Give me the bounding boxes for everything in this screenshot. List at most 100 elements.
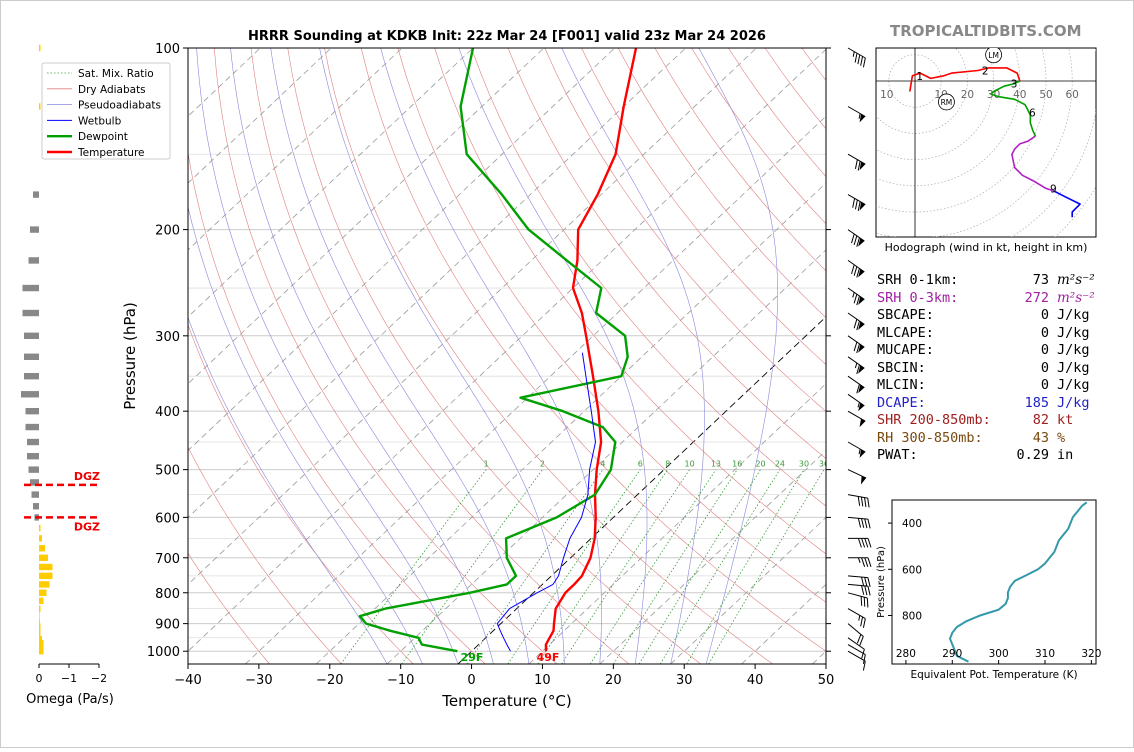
hodograph-ring-label: 10 [880,89,893,101]
omega-bar [39,535,42,541]
stat-row: SBCIN:0 J/kg [877,360,1095,378]
mixing-ratio-label: 4 [600,460,605,469]
stat-unit: J/kg [1057,325,1090,341]
omega-bar [33,191,39,197]
theta-e-y-tick-label: 400 [902,518,922,530]
stat-label: SRH 0-1km: [877,272,1012,290]
y-tick-label: 900 [155,618,180,633]
stat-value: 43 [1012,430,1049,448]
y-tick-label: 200 [155,224,180,239]
y-tick-label: 500 [155,464,180,479]
stat-label: MLCAPE: [877,325,1012,343]
x-tick-label: 50 [818,673,835,688]
omega-bar [30,226,39,232]
mixing-ratio-label: 24 [775,460,785,469]
surface-dewpoint-label: 29F [461,651,484,664]
theta-e-y-tick-label: 600 [902,564,922,576]
omega-bar [23,285,40,291]
stat-unit: J/kg [1057,360,1090,376]
skewt-y-axis-label: Pressure (hPa) [121,302,139,410]
omega-bar [26,408,40,414]
omega-bar [39,605,41,611]
x-tick-label: 20 [605,673,622,688]
stat-value: 0 [1012,325,1049,343]
stat-label: SRH 0-3km: [877,290,1012,308]
stat-value: 82 [1012,412,1049,430]
stat-label: SBCAPE: [877,307,1012,325]
stat-label: SBCIN: [877,360,1012,378]
storm-motion-label: RM [941,98,953,107]
omega-x-tick-label: −2 [91,672,107,685]
stat-label: MUCAPE: [877,342,1012,360]
stat-unit: in [1057,447,1073,463]
stat-value: 0 [1012,307,1049,325]
surface-temperature-label: 49F [537,651,560,664]
y-tick-label: 1000 [147,645,180,660]
y-tick-label: 800 [155,587,180,602]
omega-bar [24,354,39,360]
legend-entry: Dry Adiabats [78,84,146,96]
omega-bar [24,333,39,339]
stat-unit: J/kg [1057,342,1090,358]
theta-e-x-tick-label: 290 [942,648,962,660]
theta-e-frame [892,500,1096,664]
stat-row: RH 300-850mb:43% [877,430,1095,448]
mixing-ratio-label: 30 [799,460,809,469]
omega-bar [39,555,48,561]
stat-value: 0.29 [1012,447,1049,465]
omega-bar [39,590,47,596]
hodograph-ring-label: 20 [961,89,974,101]
y-tick-label: 100 [155,42,180,57]
omega-bar [39,45,41,51]
legend-entry: Dewpoint [78,131,128,143]
storm-motion-label: LM [988,51,999,60]
stat-row: DCAPE:185 J/kg [877,395,1095,413]
stat-label: PWAT: [877,447,1012,465]
y-tick-label: 600 [155,511,180,526]
omega-bar [29,257,40,263]
omega-x-tick-label: 0 [36,672,43,685]
dgz-label: DGZ [74,520,100,533]
y-tick-label: 400 [155,405,180,420]
site-logo: TROPICALTIDBITS.COM [890,22,1082,40]
x-tick-label: −20 [316,673,343,688]
mixing-ratio-label: 6 [638,460,643,469]
omega-bar [26,424,40,430]
stat-value: 185 [1012,395,1049,413]
stat-unit: J/kg [1057,377,1090,393]
x-tick-label: −30 [245,673,272,688]
stat-label: DCAPE: [877,395,1012,413]
legend-entry: Sat. Mix. Ratio [78,68,154,80]
omega-bar [27,439,39,445]
x-tick-label: −10 [387,673,414,688]
omega-bar [39,598,44,604]
stat-value: 272 [1012,290,1049,308]
stat-unit: % [1057,430,1065,446]
stat-row: MLCAPE:0 J/kg [877,325,1095,343]
dgz-label: DGZ [74,470,100,483]
legend-entry: Temperature [77,147,145,159]
y-tick-label: 700 [155,552,180,567]
stat-value: 0 [1012,360,1049,378]
mixing-ratio-label: 13 [711,460,721,469]
stat-label: MLCIN: [877,377,1012,395]
hodograph-caption: Hodograph (wind in kt, height in km) [885,241,1088,254]
hodograph-height-label: 6 [1029,107,1036,119]
stat-unit: J/kg [1057,395,1090,411]
stat-unit: m²s⁻² [1057,272,1095,288]
omega-bar [39,103,41,109]
theta-e-x-axis-label: Equivalent Pot. Temperature (K) [910,669,1077,681]
omega-bar [32,491,40,497]
stat-label: SHR 200-850mb: [877,412,1012,430]
omega-bar [39,581,50,587]
omega-bar [29,466,40,472]
